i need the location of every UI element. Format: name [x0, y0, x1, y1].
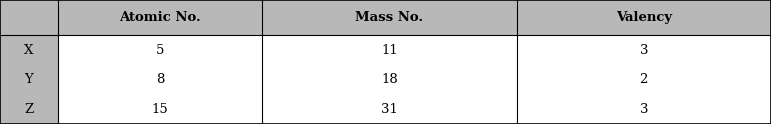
Bar	[0, 35, 58, 65]
Bar	[517, 94, 771, 124]
Text: Valency: Valency	[616, 11, 672, 24]
Text: Mass No.: Mass No.	[355, 11, 423, 24]
Bar	[0, 94, 58, 124]
Bar	[0, 65, 58, 94]
Bar	[58, 94, 262, 124]
Bar	[517, 35, 771, 65]
Bar	[58, 65, 262, 94]
Bar	[517, 0, 771, 35]
Text: 3: 3	[639, 103, 648, 116]
Text: 31: 31	[381, 103, 398, 116]
Bar	[262, 94, 517, 124]
Text: Atomic No.: Atomic No.	[119, 11, 201, 24]
Bar	[262, 35, 517, 65]
Text: 15: 15	[152, 103, 168, 116]
Text: Z: Z	[25, 103, 33, 116]
Bar	[58, 35, 262, 65]
Text: 5: 5	[156, 44, 164, 57]
Text: X: X	[24, 44, 34, 57]
Text: 2: 2	[640, 73, 648, 86]
Text: 8: 8	[156, 73, 164, 86]
Bar	[517, 65, 771, 94]
Bar	[262, 65, 517, 94]
Text: 18: 18	[381, 73, 398, 86]
Text: Y: Y	[25, 73, 33, 86]
Text: 11: 11	[381, 44, 398, 57]
Bar	[58, 0, 262, 35]
Bar	[262, 0, 517, 35]
Text: 3: 3	[639, 44, 648, 57]
Bar	[0, 0, 58, 35]
